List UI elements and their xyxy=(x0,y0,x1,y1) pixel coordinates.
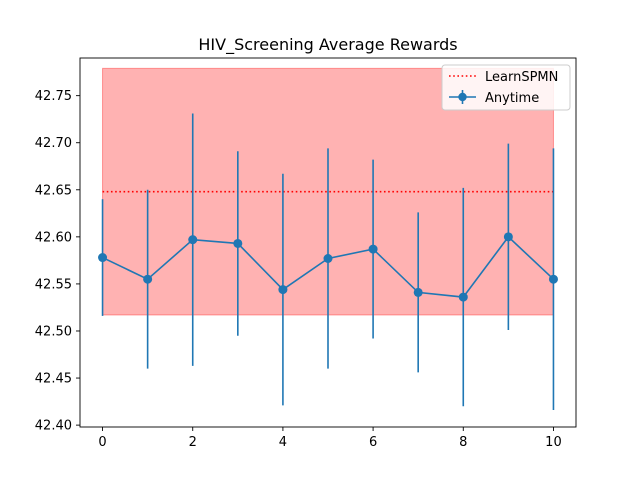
y-tick-label: 42.65 xyxy=(35,183,72,198)
x-tick-label: 6 xyxy=(369,435,377,450)
legend: LearnSPMN Anytime xyxy=(441,64,571,111)
anytime-point xyxy=(188,235,198,245)
legend-anytime-marker-swatch xyxy=(458,92,467,102)
anytime-point xyxy=(323,254,333,264)
y-tick-label: 42.50 xyxy=(35,324,72,339)
y-tick-label: 42.60 xyxy=(35,230,72,245)
legend-learnspmn-label: LearnSPMN xyxy=(485,70,558,85)
anytime-point xyxy=(368,244,378,254)
x-tick-label: 10 xyxy=(545,435,562,450)
anytime-point xyxy=(233,238,243,248)
x-tick-label: 4 xyxy=(279,435,287,450)
chart-title: HIV_Screening Average Rewards xyxy=(198,35,457,55)
anytime-point xyxy=(503,232,513,242)
x-tick-label: 2 xyxy=(189,435,197,450)
y-tick-label: 42.45 xyxy=(35,372,72,387)
legend-box xyxy=(441,64,571,111)
anytime-point xyxy=(143,274,153,284)
y-tick-label: 42.70 xyxy=(35,136,72,151)
x-tick-label: 8 xyxy=(459,435,467,450)
legend-anytime-label: Anytime xyxy=(485,91,539,106)
axes: 0 2 4 6 8 10 42.40 42.45 42.50 42.55 42.60 42.65 42.… xyxy=(35,57,577,450)
anytime-point xyxy=(413,287,423,297)
anytime-marker-layer xyxy=(98,232,558,302)
y-tick-label: 42.75 xyxy=(35,89,72,104)
anytime-point xyxy=(278,285,288,295)
x-tick-label: 0 xyxy=(98,435,106,450)
anytime-point xyxy=(458,292,468,302)
y-tick-label: 42.40 xyxy=(35,419,72,434)
anytime-point xyxy=(98,253,108,263)
axes-frame xyxy=(79,57,577,428)
y-tick-label: 42.55 xyxy=(35,277,72,292)
anytime-point xyxy=(548,274,558,284)
